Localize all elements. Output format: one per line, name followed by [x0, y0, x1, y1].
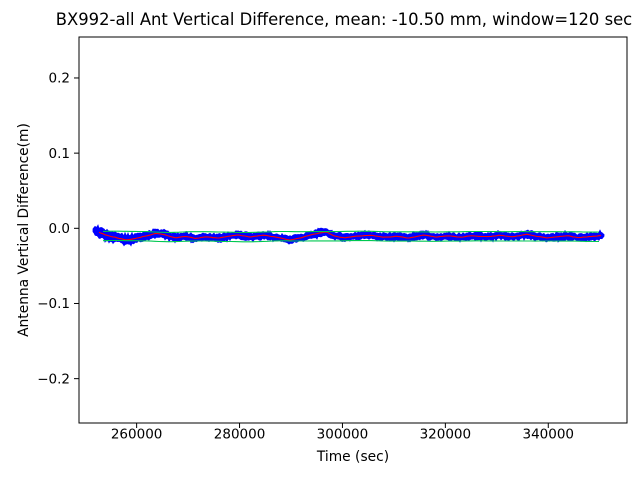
x-tick-label: 320000 [420, 427, 472, 443]
y-tick-label: 0.1 [49, 146, 70, 162]
upper-bound-line [102, 230, 599, 234]
lower-bound-line [102, 239, 600, 243]
x-tick-label: 260000 [111, 427, 163, 443]
y-tick-label: 0.0 [49, 221, 70, 237]
y-axis-label: Antenna Vertical Difference(m) [16, 123, 32, 337]
x-axis-label: Time (sec) [316, 449, 390, 465]
y-tick-label: −0.2 [37, 371, 70, 387]
y-tick-label: 0.2 [49, 71, 70, 87]
chart-title: BX992-all Ant Vertical Difference, mean:… [55, 10, 633, 29]
y-tick-label: −0.1 [37, 296, 70, 312]
moving-mean-line [98, 231, 602, 241]
x-tick-label: 300000 [317, 427, 369, 443]
raw-noise-band [92, 224, 605, 247]
axes-frame [78, 36, 628, 424]
x-tick-label: 280000 [214, 427, 266, 443]
x-tick-label: 340000 [522, 427, 574, 443]
